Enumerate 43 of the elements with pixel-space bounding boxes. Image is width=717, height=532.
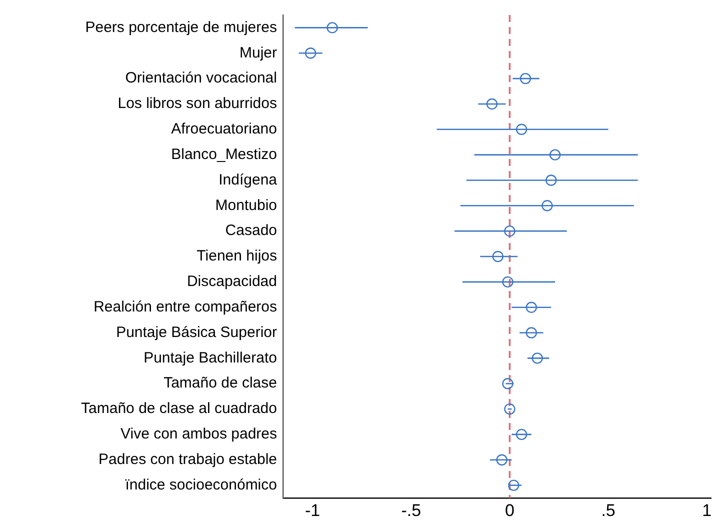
y-tick-label: Blanco_Mestizo — [171, 146, 277, 163]
point — [502, 276, 514, 288]
point — [516, 428, 528, 440]
y-tick-label: Orientación vocacional — [125, 70, 277, 87]
point — [520, 72, 532, 84]
y-tick-label: Tamaño de clase — [164, 374, 277, 392]
y-tick-label: Montubio — [215, 196, 277, 214]
y-tick-label: Padres con trabajo estable — [98, 451, 277, 468]
point — [526, 327, 537, 338]
point — [532, 352, 543, 364]
y-tick-label: Mujer — [239, 44, 277, 62]
y-tick-label: Afroecuatoriano — [171, 120, 277, 138]
x-tick-label: .5 — [601, 500, 616, 520]
y-tick-label: Vive con ambos padres — [120, 426, 277, 443]
point — [496, 454, 508, 466]
point — [549, 149, 561, 160]
x-tick-label: 1 — [702, 500, 712, 520]
point — [492, 250, 504, 262]
point — [542, 200, 553, 212]
point — [508, 480, 520, 491]
point — [546, 174, 557, 186]
y-tick-label: Puntaje Básica Superior — [116, 324, 277, 341]
y-tick-label: ïndice socioeconómico — [125, 476, 277, 494]
y-tick-label: Realción entre compañeros — [94, 298, 277, 316]
x-tick-label: -.5 — [401, 500, 422, 520]
point — [504, 225, 516, 237]
y-tick-label: Puntaje Bachillerato — [144, 349, 277, 366]
point — [526, 302, 537, 313]
y-tick-label: Los libros son aburridos — [118, 95, 277, 112]
y-tick-label: Tienen hijos — [196, 248, 277, 265]
point — [486, 98, 498, 110]
y-tick-label: Discapacidad — [186, 273, 277, 290]
x-tick-label: 0 — [504, 500, 514, 520]
point — [516, 124, 528, 135]
x-tick-label: -1 — [305, 500, 320, 520]
y-tick-label: Casado — [225, 222, 277, 240]
point — [502, 378, 514, 390]
point — [305, 48, 316, 59]
point — [504, 403, 516, 415]
y-tick-label: Peers porcentaje de mujeres — [85, 18, 277, 36]
point — [326, 22, 338, 34]
y-tick-label: Tamaño de clase al cuadrado — [81, 400, 277, 418]
y-tick-label: Indígena — [218, 171, 278, 188]
